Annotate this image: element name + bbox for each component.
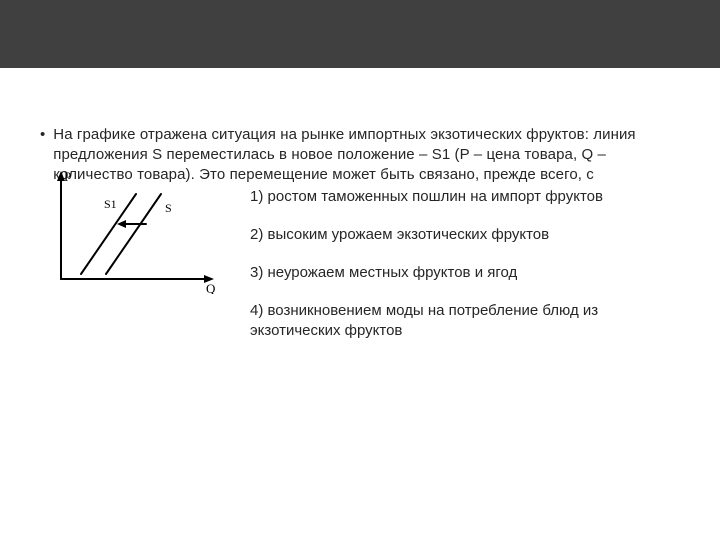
svg-text:P: P bbox=[64, 169, 71, 184]
svg-text:S: S bbox=[165, 201, 172, 215]
bullet-dot: • bbox=[40, 125, 53, 145]
supply-shift-chart: P Q S S1 bbox=[26, 159, 226, 294]
answer-option-2: 2) высоким урожаем экзотических фруктов bbox=[250, 225, 660, 245]
svg-text:Q: Q bbox=[206, 281, 216, 294]
answer-option-1: 1) ростом таможенных пошлин на импорт фр… bbox=[250, 187, 660, 207]
svg-text:S1: S1 bbox=[104, 197, 117, 211]
body-row: PQSS1 1) ростом таможенных пошлин на имп… bbox=[40, 187, 660, 359]
answer-option-4: 4) возникновением моды на потребление бл… bbox=[250, 301, 660, 341]
answer-option-3: 3) неурожаем местных фруктов и ягод bbox=[250, 263, 660, 283]
answers-column: 1) ростом таможенных пошлин на импорт фр… bbox=[250, 187, 660, 359]
chart-column: PQSS1 bbox=[40, 187, 250, 294]
slide-content: • На графике отражена ситуация на рынке … bbox=[40, 125, 660, 359]
title-band bbox=[0, 0, 720, 68]
